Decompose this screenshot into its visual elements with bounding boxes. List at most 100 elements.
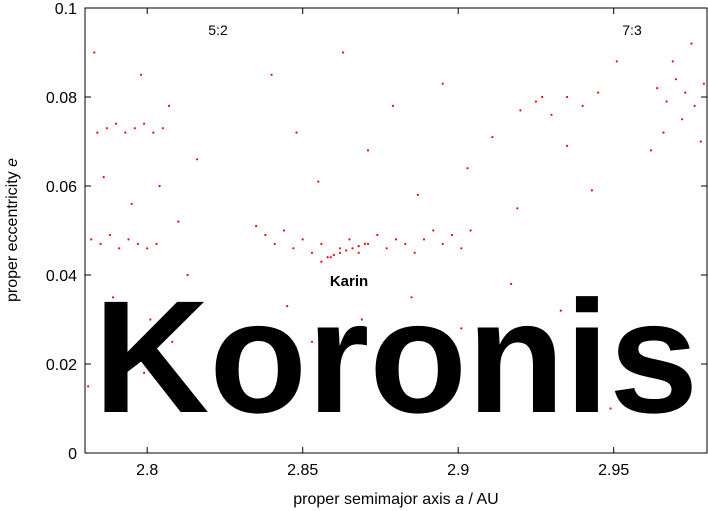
data-point [566,144,569,147]
data-point [286,305,289,308]
data-point [317,180,320,183]
data-point [345,249,348,252]
data-point [171,340,174,343]
y-tick-label: 0.06 [46,179,77,196]
karin-label: Karin [330,273,368,290]
x-axis: 2.8 2.85 2.9 2.95 [136,8,629,479]
plot-frame [84,7,708,454]
data-point [534,380,538,383]
data-point [264,233,267,237]
y-tick-label: 0.1 [55,1,77,18]
data-point [130,202,133,205]
data-point [143,122,146,125]
data-point [127,238,130,241]
data-point [566,95,569,99]
data-point [366,242,370,245]
y-tick-label: 0.08 [46,90,77,107]
data-point [450,233,454,237]
data-point [90,238,93,241]
data-point [87,385,90,388]
data-point [335,371,338,374]
x-tick-label: 2.8 [136,462,158,479]
data-point [301,238,304,241]
data-point [149,318,152,321]
data-point [410,296,413,299]
data-point [404,242,407,245]
data-point [108,233,111,237]
data-point [363,242,366,245]
data-point [609,407,612,410]
data-point [292,247,295,250]
data-point [366,149,370,152]
data-point [332,253,335,257]
data-points [87,42,706,410]
data-point [295,131,298,134]
data-point [460,247,463,250]
data-point [665,100,668,103]
data-point [550,113,553,116]
data-point [360,318,363,321]
data-point [559,309,562,312]
data-point [99,242,102,245]
data-point [394,238,398,241]
data-point [597,91,600,94]
data-point [111,296,115,299]
y-tick-label: 0.04 [46,268,77,285]
data-point [441,82,444,85]
data-point [441,242,444,245]
data-point [351,247,354,250]
data-point [105,127,108,130]
data-point [693,104,696,107]
data-point [432,229,435,232]
data-point [491,136,494,139]
data-point [338,247,342,250]
data-point [435,398,438,401]
data-point [413,251,416,254]
data-point [422,238,426,241]
data-point [102,176,105,179]
data-point [118,247,121,250]
data-point [702,82,706,85]
data-point [348,238,351,241]
data-point [584,345,587,348]
data-point [136,242,139,245]
data-point [376,233,379,237]
data-point [282,229,286,232]
data-point [93,51,96,54]
data-point [671,60,674,63]
data-point [195,158,199,161]
data-point [684,91,687,94]
data-point [519,109,522,112]
data-point [329,256,332,259]
resonance-5-2-label: 5:2 [208,22,228,38]
data-point [273,242,276,245]
chart-title: Koronis [94,267,698,446]
data-point [320,260,323,263]
x-axis-label: proper semimajor axis a / AU [293,491,498,508]
data-point [152,131,155,134]
data-point [662,131,665,134]
data-point [385,354,388,357]
data-point [115,122,118,125]
x-tick-label: 2.9 [447,462,469,479]
data-point [320,242,323,245]
data-point [416,193,419,196]
data-point [121,358,124,361]
data-point [460,327,463,330]
data-point [357,245,360,248]
x-tick-label: 2.95 [598,462,629,479]
data-point [310,251,314,254]
data-point [516,207,519,210]
data-point [681,118,684,121]
data-point [485,362,488,366]
y-axis-label: proper eccentricity e [4,158,21,302]
data-point [699,140,702,143]
data-point [656,87,659,90]
data-point [338,251,342,254]
data-point [469,229,472,232]
data-point [674,78,678,81]
data-point [357,251,360,254]
y-tick-label: 0.02 [46,357,77,374]
data-point [139,73,143,76]
